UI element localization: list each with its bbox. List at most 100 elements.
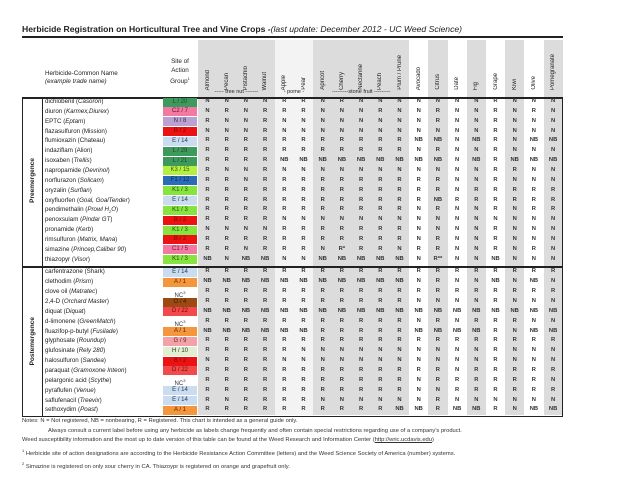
registration-status: NB	[452, 327, 462, 334]
group-code: E / 14	[172, 197, 188, 203]
registration-status: R	[263, 268, 268, 275]
registration-status: R	[493, 176, 498, 183]
group-code: H / 10	[171, 347, 188, 354]
registration-status: R	[263, 288, 268, 295]
registration-status: R	[301, 317, 306, 324]
registration-status: R	[243, 386, 248, 393]
registration-status: N	[243, 127, 248, 134]
table-row: flumioxazin (Chateau) E / 14 R R R R R R R R R R R NB…	[43, 136, 562, 146]
group-code: L / 21	[172, 157, 188, 164]
registration-status: R	[359, 406, 364, 413]
registration-status: R	[359, 366, 364, 373]
trade-name: Solicam	[79, 176, 102, 184]
registration-status: N	[512, 117, 517, 124]
registration-status: N	[455, 245, 460, 252]
table-row: diuron (Karmex,Diurex) C2 / 7 N R N R R R N N N R N N…	[43, 107, 562, 117]
herbicide-name: halosulfuron (Sandea)	[45, 357, 106, 365]
registration-status: R	[435, 366, 440, 373]
header-name-line1: Herbicide-Common Name	[45, 70, 118, 77]
registration-status: N	[359, 347, 364, 354]
group-code: D / 22	[171, 308, 188, 315]
table-row: oryzalin (Surflan) K1 / 3 R R R R R R R R R R R R R N R R…	[43, 186, 562, 196]
registration-status: NB	[548, 157, 558, 164]
crop-header-kiwi: Kiwi	[505, 46, 524, 90]
registration-status: N	[339, 107, 344, 114]
group-code: L / 29	[172, 147, 188, 154]
registration-status: R	[263, 298, 268, 304]
crop-header-label: Cherry	[338, 71, 345, 90]
herbicide-name: diquat (Diquat)	[45, 307, 86, 315]
crop-group-label: ---------stone fruit ---------	[331, 89, 391, 95]
common-name: pronamide	[45, 226, 75, 234]
registration-status: NB	[299, 278, 308, 285]
registration-status: N	[474, 216, 479, 223]
registration-status: R	[397, 317, 402, 324]
registration-status: N	[512, 206, 517, 213]
registration-status: NB	[395, 255, 404, 262]
registration-status: NB	[433, 137, 443, 144]
registration-status: R	[378, 186, 383, 193]
registration-status: R	[339, 206, 344, 213]
site-of-action-group: O / 4	[163, 297, 197, 307]
site-of-action-group: E / 14	[163, 196, 197, 205]
registration-status: R	[282, 137, 287, 144]
trade-name: Alion	[76, 147, 91, 155]
registration-status: R	[493, 137, 498, 144]
registration-status: NB	[280, 278, 289, 285]
registration-status: R	[205, 137, 210, 144]
herbicide-name: pyraflufen (Venue)	[45, 386, 96, 394]
group-footnote: 3	[183, 289, 186, 295]
crop-header-nectarine: Nectarine	[352, 46, 371, 90]
registration-status: R	[531, 186, 536, 193]
registration-status: N	[416, 98, 421, 104]
registration-status: R	[435, 235, 440, 242]
registration-status: R	[263, 206, 268, 213]
trade-name: Mission	[83, 127, 105, 135]
registration-status: N	[378, 166, 383, 173]
registration-status: N	[474, 166, 479, 173]
registration-status: R	[493, 127, 498, 134]
table-row: d-limonene (GreenMatch) NC3 R R R R R R R R R R R N R N…	[43, 317, 562, 328]
registration-status: R	[531, 386, 536, 393]
header-group-line2: Action	[171, 66, 189, 74]
group-code: B / 2	[173, 357, 187, 364]
wric-link[interactable]: http://wric.ucdavis.edu	[374, 437, 432, 444]
group-code: NC	[174, 381, 184, 388]
registration-status: R	[359, 206, 364, 213]
table-row: indaziflam (Alion) L / 29 R R R R R R R R R R R N R N N R…	[43, 146, 562, 156]
crop-header-label: Pomegranate	[550, 53, 557, 90]
registration-status: R	[378, 327, 383, 334]
registration-status: R	[320, 268, 325, 275]
registration-status: R	[263, 386, 268, 393]
table-row: sethoxydim (Poast) A / 1 R R R R R R R R R R NB NB R NB…	[43, 405, 562, 415]
section-separator	[22, 266, 563, 268]
registration-status: N	[551, 107, 556, 114]
group-code: C2 / 7	[171, 108, 188, 115]
registration-status: N	[512, 255, 517, 262]
trade-name: Kerb	[78, 226, 92, 234]
site-of-action-group: L / 20	[163, 97, 197, 107]
registration-status: NB	[414, 327, 423, 334]
registration-status: N	[416, 317, 421, 324]
registration-status: R	[416, 268, 421, 275]
registration-status: R	[224, 196, 229, 203]
crop-header-almond: Almond	[198, 46, 217, 90]
registration-status: N	[531, 226, 536, 233]
footnote-1-text: Herbicide site of action designations ar…	[24, 450, 456, 457]
registration-status: R	[282, 347, 287, 354]
registration-status: R	[551, 288, 556, 295]
registration-status: R	[301, 245, 306, 252]
registration-status: R	[301, 268, 306, 275]
site-of-action-group: N / 8	[163, 117, 197, 127]
registration-status: R	[551, 196, 556, 203]
common-name: rimsulfuron	[45, 235, 76, 243]
registration-status: R	[339, 327, 344, 334]
registration-status: R	[339, 98, 344, 104]
site-of-action-group: C2 / 7	[163, 107, 197, 117]
registration-status: R	[224, 376, 229, 383]
registration-status: NB	[491, 255, 500, 262]
registration-status: R	[224, 298, 229, 304]
registration-status: R	[493, 327, 498, 334]
registration-status: N	[455, 366, 460, 373]
registration-status: NB	[376, 307, 385, 314]
